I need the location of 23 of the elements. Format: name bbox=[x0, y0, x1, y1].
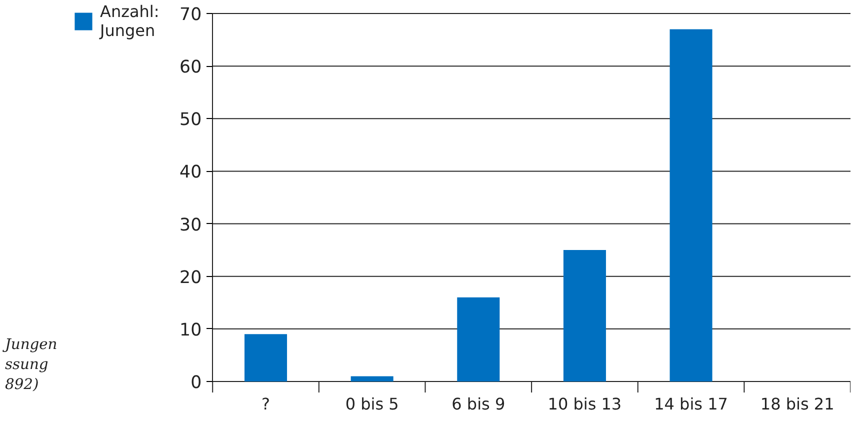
x-tick-label: 10 bis 13 bbox=[548, 394, 622, 414]
y-tick-label: 20 bbox=[180, 268, 202, 288]
x-tick-label: 18 bis 21 bbox=[760, 394, 834, 414]
text: ssung bbox=[5, 356, 48, 373]
text: 892) bbox=[5, 376, 39, 393]
bar bbox=[563, 250, 606, 382]
text: Jungen bbox=[5, 336, 58, 353]
x-tick-label: ? bbox=[262, 394, 270, 414]
y-tick-label: 60 bbox=[180, 58, 202, 78]
y-tick-label: 0 bbox=[190, 372, 202, 393]
bar bbox=[244, 334, 288, 382]
bar bbox=[350, 376, 394, 382]
y-tick-label: 70 bbox=[180, 5, 202, 26]
x-tick-label: 0 bis 5 bbox=[345, 394, 399, 414]
y-tick-label: 50 bbox=[180, 110, 202, 130]
bar bbox=[670, 29, 712, 382]
x-tick-label: 6 bis 9 bbox=[452, 394, 506, 414]
bar bbox=[457, 297, 500, 382]
x-tick-label: 14 bis 17 bbox=[654, 394, 728, 414]
legend-label: Anzahl: Jungen bbox=[100, 2, 160, 40]
y-tick-label: 40 bbox=[180, 162, 202, 183]
y-tick-label: 30 bbox=[180, 215, 202, 236]
y-tick-label: 10 bbox=[180, 320, 202, 340]
